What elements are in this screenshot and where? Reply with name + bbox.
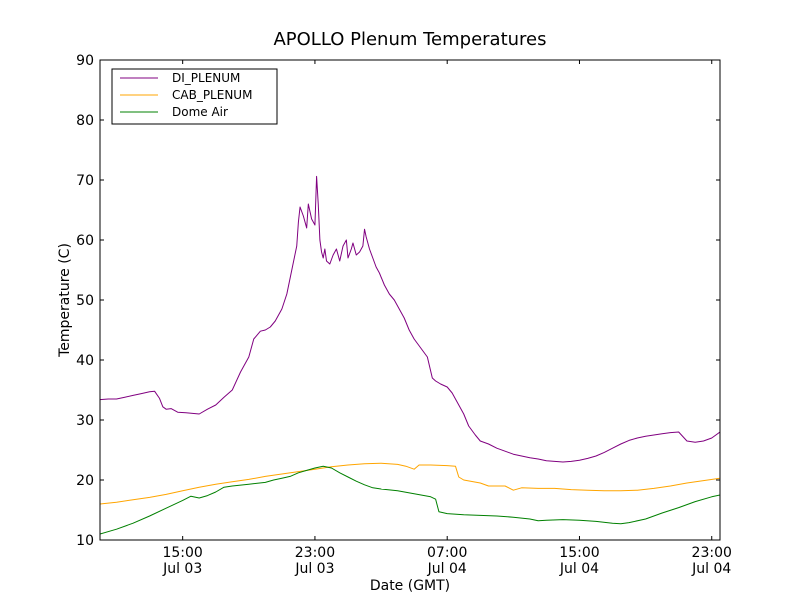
y-tick-label: 20 — [76, 473, 94, 489]
series-line-cab-plenum — [100, 462, 720, 505]
y-tick-label: 70 — [76, 173, 94, 189]
y-tick-label: 10 — [76, 533, 94, 549]
legend-label-di-plenum: DI_PLENUM — [172, 71, 240, 85]
y-tick-label: 50 — [76, 293, 94, 309]
y-tick-label: 60 — [76, 233, 94, 249]
legend: DI_PLENUM CAB_PLENUM Dome Air — [111, 68, 278, 125]
chart-title: APOLLO Plenum Temperatures — [273, 29, 546, 50]
x-tick-label-date: Jul 04 — [559, 561, 599, 577]
legend-label-dome-air: Dome Air — [172, 105, 228, 119]
series-line-di-plenum — [100, 175, 720, 463]
y-tick-label: 30 — [76, 413, 94, 429]
y-tick-label: 80 — [76, 113, 94, 129]
x-tick-label-date: Jul 04 — [691, 561, 731, 577]
y-tick-label: 40 — [76, 353, 94, 369]
x-tick-label-time: 15:00 — [559, 545, 599, 561]
x-tick-label-time: 15:00 — [162, 545, 202, 561]
series-line-dome-air — [100, 465, 720, 535]
y-tick-label: 90 — [76, 53, 94, 69]
legend-label-cab-plenum: CAB_PLENUM — [172, 88, 252, 102]
x-tick-label-date: Jul 03 — [162, 561, 202, 577]
x-tick-label-date: Jul 03 — [294, 561, 334, 577]
y-axis-title: Temperature (C) — [57, 243, 73, 358]
x-tick-label-time: 23:00 — [295, 545, 335, 561]
x-axis-title: Date (GMT) — [370, 578, 450, 594]
x-tick-label-date: Jul 04 — [427, 561, 467, 577]
x-tick-label-time: 07:00 — [427, 545, 467, 561]
x-tick-label-time: 23:00 — [692, 545, 732, 561]
